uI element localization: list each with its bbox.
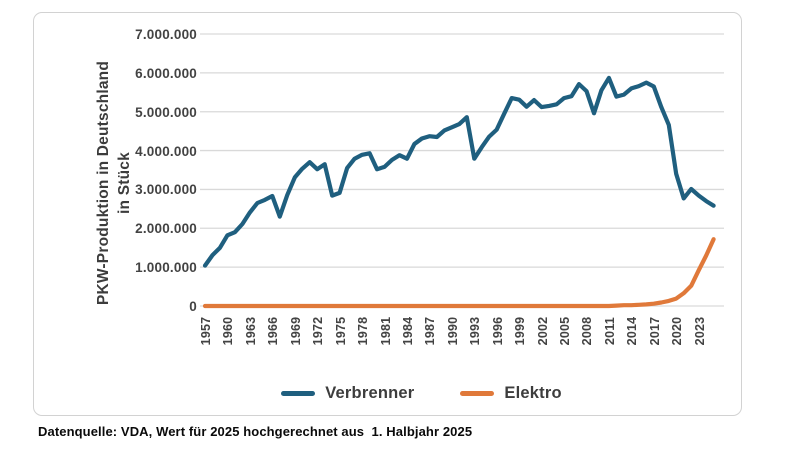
legend-item-elektro: Elektro — [460, 384, 562, 403]
x-tick-label: 1975 — [333, 316, 348, 346]
source-note: Datenquelle: VDA, Wert für 2025 hochgere… — [38, 424, 473, 439]
y-tick-label: 1.000.000 — [135, 260, 197, 276]
x-tick-label: 1984 — [400, 316, 415, 346]
y-tick-label: 6.000.000 — [135, 65, 197, 81]
x-tick-label: 1996 — [490, 316, 505, 346]
x-tick-label: 2008 — [580, 316, 595, 346]
legend-item-verbrenner: Verbrenner — [281, 384, 414, 403]
y-tick-label: 5.000.000 — [135, 104, 197, 120]
x-tick-label: 2002 — [535, 316, 550, 346]
x-tick-label: 1966 — [266, 316, 281, 346]
x-tick-label: 2014 — [625, 316, 640, 346]
x-tick-label: 2023 — [692, 316, 707, 346]
y-tick-label: 4.000.000 — [135, 143, 197, 159]
x-tick-label: 2017 — [647, 316, 662, 346]
chart-legend: Verbrenner Elektro — [67, 384, 776, 403]
x-tick-label: 1972 — [311, 316, 326, 346]
x-tick-label: 1957 — [199, 316, 213, 346]
x-tick-label: 1981 — [378, 316, 393, 346]
x-tick-label: 1999 — [513, 316, 528, 346]
chart-card: PKW-Produktion in Deutschland in Stück 7… — [33, 12, 742, 416]
y-tick-label: 3.000.000 — [135, 182, 197, 198]
y-tick-label: 2.000.000 — [135, 221, 197, 237]
x-tick-label: 1993 — [468, 316, 483, 346]
x-tick-label: 2011 — [602, 317, 617, 345]
legend-label-verbrenner: Verbrenner — [325, 384, 415, 402]
x-tick-label: 2020 — [670, 316, 685, 346]
x-tick-label: 1969 — [288, 316, 303, 346]
legend-label-elektro: Elektro — [504, 384, 562, 402]
x-tick-label: 1987 — [423, 316, 438, 346]
x-tick-label: 1963 — [243, 316, 258, 346]
y-tick-label: 0 — [189, 299, 197, 314]
x-tick-label: 1990 — [445, 316, 460, 346]
x-tick-label: 2005 — [558, 316, 573, 346]
elektro-line-swatch — [460, 391, 495, 396]
x-tick-label: 1960 — [221, 316, 236, 346]
x-tick-label: 1978 — [356, 316, 371, 346]
verbrenner-line-swatch — [281, 391, 316, 396]
y-tick-label: 7.000.000 — [135, 27, 197, 42]
